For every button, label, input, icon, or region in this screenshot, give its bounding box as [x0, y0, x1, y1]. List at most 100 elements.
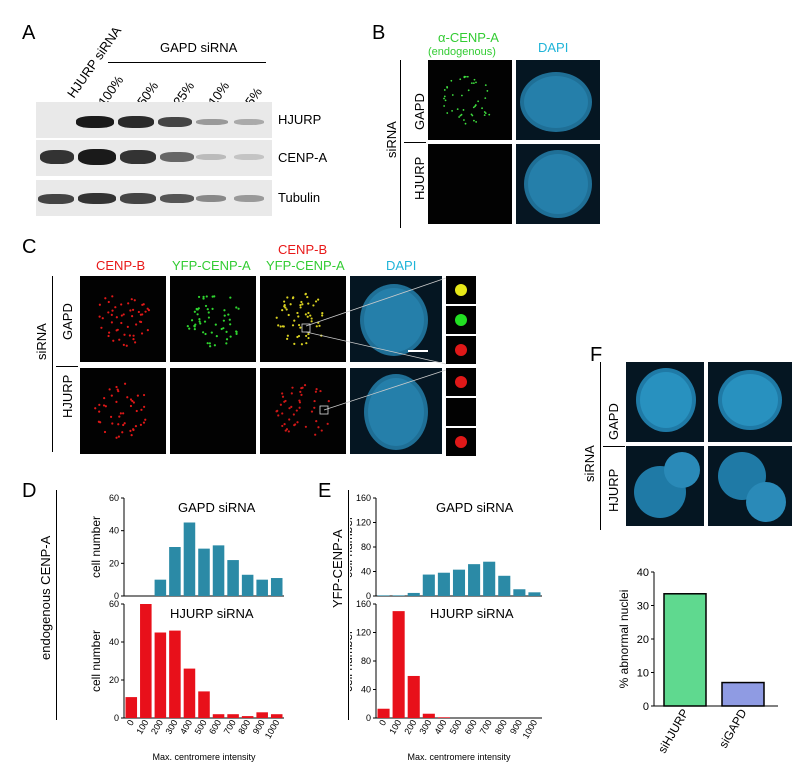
micrograph-c-gapd-merge: [260, 276, 346, 362]
x-tick-label: 200: [402, 718, 418, 736]
panel-a-letter: A: [22, 22, 36, 44]
micrograph-c-hjurp-cenp-b: [80, 368, 166, 454]
y-tick-label: 60: [109, 599, 119, 609]
y-tick-label: 10: [637, 668, 649, 680]
zoom-connector-lines: [301, 277, 447, 415]
x-tick-label: siHJURP: [655, 707, 691, 756]
histogram-bar: [256, 712, 268, 718]
panel-c-row-gapd: GAPD: [60, 303, 75, 340]
x-tick-label: 100: [134, 718, 150, 736]
x-tick-label: 500: [193, 718, 209, 736]
y-tick-label: 20: [109, 558, 119, 568]
panel-c-row-hjurp: HJURP: [60, 374, 75, 418]
panel-f-sirna-label: siRNA: [582, 445, 597, 482]
x-axis-label: Max. centromere intensity: [152, 752, 256, 762]
histogram-bar: [183, 668, 196, 718]
x-tick-label: 100: [387, 718, 403, 736]
panel-b-row-gapd: GAPD: [412, 93, 427, 130]
zoom-inset-merge: [446, 276, 476, 304]
histogram-bar: [270, 578, 283, 596]
histogram-bar: [513, 589, 526, 596]
panel-c-col-cenp-b: CENP-B: [96, 258, 146, 273]
y-tick-label: 40: [109, 637, 119, 647]
blot-label-hjurp: HJURP: [278, 112, 322, 127]
histogram-bar: [407, 592, 420, 596]
x-tick-label: 700: [478, 718, 494, 736]
panel-b-row-hjurp: HJURP: [412, 156, 427, 200]
y-tick-label: 0: [366, 591, 371, 601]
panel-c-dapi-title: DAPI: [386, 258, 417, 273]
micrograph-c-gapd-cenp-b: [80, 276, 166, 362]
y-axis-label: % abnormal nuclei: [617, 590, 631, 689]
panel-c-sirna-label: siRNA: [34, 323, 49, 360]
bar: [721, 681, 765, 707]
panel-f-row-gapd: GAPD: [606, 403, 621, 440]
x-tick-label: 0: [125, 718, 136, 727]
y-tick-label: 0: [366, 713, 371, 723]
x-tick-label: siGAPD: [716, 706, 750, 750]
histogram-bar: [422, 574, 435, 596]
panel-b-sirna-label: siRNA: [384, 121, 399, 158]
histogram-bar: [183, 522, 196, 596]
chart-title: GAPD siRNA: [436, 500, 514, 515]
histogram-bar: [377, 595, 390, 596]
histogram-bar: [377, 708, 390, 718]
histogram-bar: [227, 714, 239, 718]
gapd-sirna-group-label: GAPD siRNA: [160, 40, 238, 55]
panel-c-merge-cenp-b: CENP-B: [278, 242, 328, 257]
western-blot-tubulin: [36, 180, 272, 216]
y-tick-label: 0: [114, 713, 119, 723]
histogram-bar: [407, 675, 420, 718]
micrograph-f-gapd-1: [626, 362, 704, 442]
y-tick-label: 40: [361, 567, 371, 577]
x-axis-label: Max. centromere intensity: [407, 752, 511, 762]
panel-e-y-group-label: YFP-CENP-A: [330, 529, 345, 608]
histogram-bar: [198, 691, 210, 718]
x-tick-label: 800: [493, 718, 509, 736]
x-tick-label: 600: [207, 718, 223, 736]
y-axis-label: cell number: [350, 516, 355, 578]
histogram-bar: [498, 575, 511, 596]
panel-c-merge-yfp: YFP-CENP-A: [266, 258, 345, 273]
western-blot-cenp-a: [36, 140, 272, 176]
micrograph-c-hjurp-yfp: [170, 368, 256, 454]
zoom-inset-hjurp-1: [446, 368, 476, 396]
panel-f-row-hjurp: HJURP: [606, 468, 621, 512]
y-tick-label: 160: [356, 599, 371, 609]
histogram-bar: [270, 714, 283, 718]
x-tick-label: 500: [448, 718, 464, 736]
chart-title: HJURP siRNA: [430, 606, 514, 621]
y-tick-label: 20: [637, 634, 649, 646]
micrograph-c-gapd-yfp: [170, 276, 256, 362]
histogram-bar: [468, 564, 481, 596]
micrograph-b-gapd-cenp-a: [428, 60, 512, 140]
micrograph-c-hjurp-dapi: [350, 368, 442, 454]
x-tick-label: 300: [163, 718, 179, 736]
x-tick-label: 0: [377, 718, 388, 727]
x-tick-label: 700: [222, 718, 238, 736]
histogram-bar: [198, 548, 210, 596]
histogram-bar: [154, 632, 167, 718]
y-tick-label: 40: [361, 685, 371, 695]
histogram-bar: [437, 717, 450, 718]
panel-b-dapi-title: DAPI: [538, 40, 569, 55]
histogram-bar: [437, 572, 450, 596]
y-tick-label: 60: [109, 493, 119, 503]
blot-label-cenp-a: CENP-A: [278, 150, 328, 165]
histogram-bar: [169, 547, 181, 596]
micrograph-b-gapd-dapi: [516, 60, 600, 140]
histogram-bar: [528, 592, 541, 596]
blot-label-tubulin: Tubulin: [278, 190, 321, 205]
micrograph-f-gapd-2: [708, 362, 792, 442]
x-tick-label: 800: [236, 718, 252, 736]
zoom-inset-hjurp-3: [446, 428, 476, 456]
gapd-group-bracket-line: [108, 62, 266, 63]
histogram-bar: [392, 611, 405, 718]
x-tick-label: 1000: [263, 718, 282, 740]
y-tick-label: 160: [356, 493, 371, 503]
panel-c-letter: C: [22, 236, 37, 258]
histogram-bar: [212, 545, 225, 596]
micrograph-f-hjurp-1: [626, 446, 704, 526]
micrograph-c-hjurp-merge: [260, 368, 346, 454]
y-tick-label: 40: [109, 526, 119, 536]
